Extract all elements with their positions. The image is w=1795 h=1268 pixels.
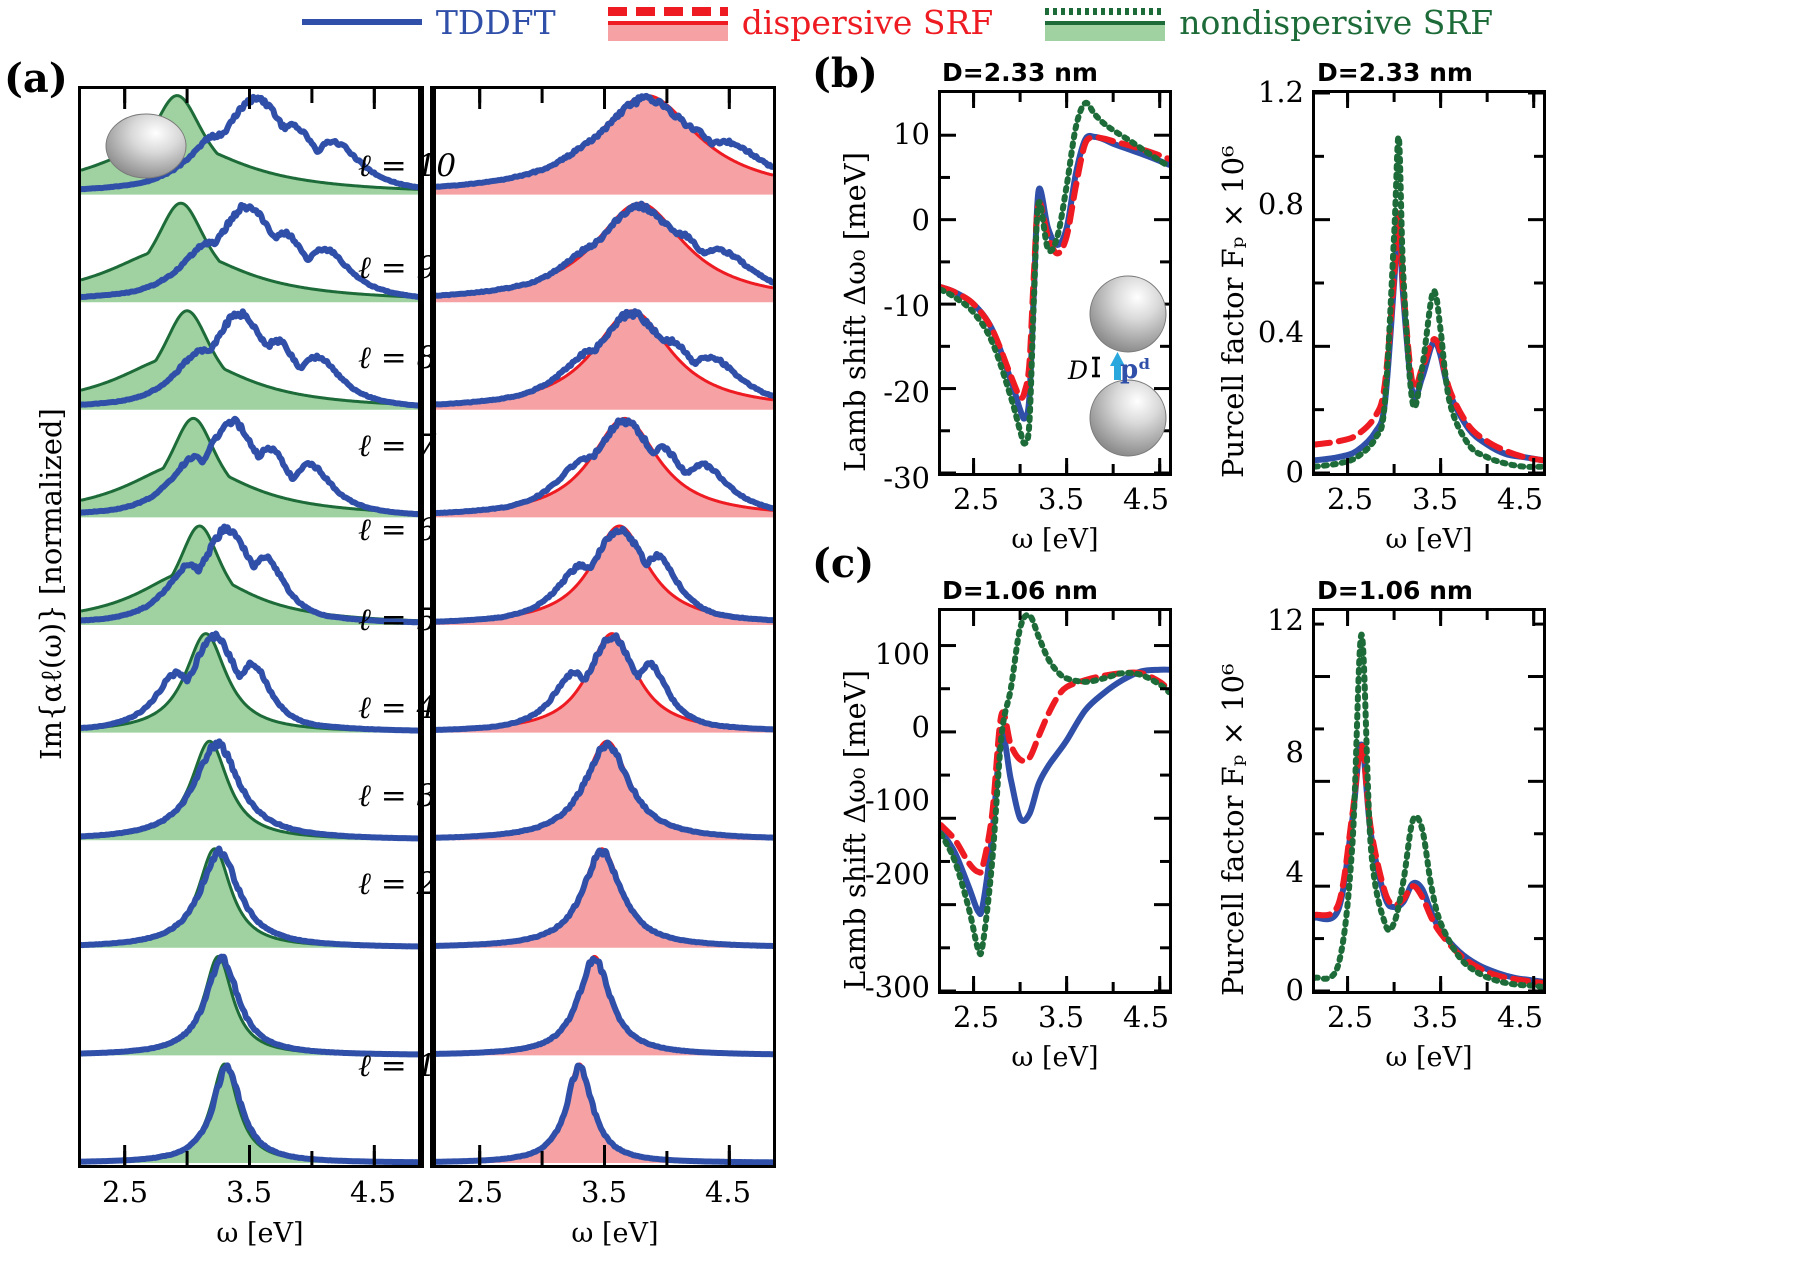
- panel-c-right-xlabel: ω [eV]: [1385, 1042, 1473, 1073]
- legend-swatch-nondispersive-icon: [1045, 3, 1166, 41]
- panel-b-left-title: D=2.33 nm: [942, 58, 1098, 87]
- ell-label-4: ℓ = 4: [358, 690, 437, 726]
- panel-b-letter: (b): [812, 50, 878, 97]
- panel-a-left-xtick-2: 4.5: [349, 1175, 397, 1209]
- panel-b-left-xtick-1: 3.5: [1037, 482, 1085, 516]
- legend-item-tddft: TDDFT: [301, 2, 556, 42]
- panel-a-letter: (a): [4, 55, 68, 102]
- panel-c-left-curves: [941, 611, 1169, 991]
- panel-b-left-curves: [941, 93, 1169, 473]
- panel-c-left-axes: [938, 608, 1172, 994]
- panel-c-right-ytick-3: 0: [1285, 973, 1304, 1007]
- panel-b-right-ytick-0: 1.2: [1257, 75, 1304, 109]
- panel-a-ylabel: Im{αℓ(ω)} [normalized]: [34, 408, 68, 760]
- legend: TDDFT dispersive SRF nondispersive SRF: [0, 0, 1795, 44]
- panel-b-left-ytick-1: 0: [911, 203, 930, 237]
- legend-item-nondispersive-srf: nondispersive SRF: [1045, 3, 1493, 41]
- panel-b-right-ytick-3: 0: [1285, 455, 1304, 489]
- panel-c-right-ytick-1: 8: [1285, 735, 1304, 769]
- panel-b-left-ytick-4: -30: [883, 461, 930, 495]
- ell-label-2: ℓ = 2: [358, 866, 437, 902]
- panel-c-right-title: D=1.06 nm: [1317, 576, 1473, 605]
- panel-c-right-curves: [1315, 611, 1543, 991]
- panel-b-right-axes: [1312, 90, 1546, 476]
- legend-label-dispersive-srf: dispersive SRF: [741, 2, 994, 42]
- panel-c-left-title: D=1.06 nm: [942, 576, 1098, 605]
- panel-c-right-xtick-1: 3.5: [1411, 1000, 1459, 1034]
- panel-b-right-xlabel: ω [eV]: [1385, 524, 1473, 555]
- ell-label-7: ℓ = 7: [358, 428, 437, 464]
- legend-swatch-dispersive-icon: [607, 3, 728, 41]
- panel-c-letter: (c): [812, 540, 875, 587]
- panel-b-right-xtick-1: 3.5: [1411, 482, 1459, 516]
- panel-c-left-ytick-0: 100: [874, 637, 930, 671]
- panel-c-left-ytick-1: 0: [911, 710, 930, 744]
- two-spheres-dipole-icon: [1089, 275, 1167, 457]
- panel-c-left-xlabel: ω [eV]: [1011, 1042, 1099, 1073]
- panel-a-right-xlabel: ω [eV]: [571, 1218, 659, 1249]
- panel-a-right-xtick-0: 2.5: [456, 1175, 504, 1209]
- ell-label-10: ℓ = 10: [358, 148, 457, 184]
- panel-a-left-xtick-1: 3.5: [225, 1175, 273, 1209]
- panel-b-left-ytick-2: -10: [883, 289, 930, 323]
- panel-b-left-xtick-0: 2.5: [952, 482, 1000, 516]
- panel-c-right-ylabel: Purcell factor Fₚ × 10⁶: [1216, 663, 1250, 996]
- legend-item-dispersive-srf: dispersive SRF: [607, 2, 994, 42]
- single-sphere-icon: [105, 113, 187, 179]
- inset-dipole-label: pᵈ: [1120, 355, 1152, 385]
- ell-label-5: ℓ = 5: [358, 602, 437, 638]
- panel-a-left-xlabel: ω [eV]: [216, 1218, 304, 1249]
- panel-a-right-xtick-1: 3.5: [580, 1175, 628, 1209]
- panel-b-right-ytick-2: 0.4: [1257, 315, 1304, 349]
- panel-c-left-xtick-0: 2.5: [952, 1000, 1000, 1034]
- panel-b-right-xtick-2: 4.5: [1496, 482, 1544, 516]
- legend-label-nondispersive-srf: nondispersive SRF: [1179, 2, 1494, 42]
- panel-c-right-xtick-2: 4.5: [1496, 1000, 1544, 1034]
- panel-c-left-ytick-4: -300: [864, 970, 930, 1004]
- ell-label-9: ℓ = 9: [358, 250, 437, 286]
- axis-break-marks-icon: [420, 86, 434, 1168]
- panel-b-left-ytick-0: 10: [893, 117, 930, 151]
- panel-c-left-ytick-3: -200: [864, 857, 930, 891]
- panel-b-left-xtick-2: 4.5: [1122, 482, 1170, 516]
- panel-c-left-ytick-2: -100: [864, 783, 930, 817]
- panel-b-left-xlabel: ω [eV]: [1011, 524, 1099, 555]
- panel-b-right-curves: [1315, 93, 1543, 473]
- panel-b-right-title: D=2.33 nm: [1317, 58, 1473, 87]
- panel-b-right-xtick-0: 2.5: [1326, 482, 1374, 516]
- panel-a-left-xtick-0: 2.5: [101, 1175, 149, 1209]
- panel-a-right-xtick-2: 4.5: [704, 1175, 752, 1209]
- panel-b-left-ytick-3: -20: [883, 375, 930, 409]
- panel-c-right-ytick-2: 4: [1285, 855, 1304, 889]
- panel-a-right-curves: [436, 89, 773, 1165]
- panel-b-right-ytick-1: 0.8: [1257, 187, 1304, 221]
- legend-swatch-tddft-icon: [301, 3, 422, 41]
- panel-c-right-xtick-0: 2.5: [1326, 1000, 1374, 1034]
- panel-c-right-ytick-0: 12: [1267, 603, 1304, 637]
- ell-label-1: ℓ = 1: [358, 1048, 437, 1084]
- panel-c-left-xtick-1: 3.5: [1037, 1000, 1085, 1034]
- legend-label-tddft: TDDFT: [435, 2, 556, 42]
- ell-label-3: ℓ = 3: [358, 778, 437, 814]
- panel-c-left-xtick-2: 4.5: [1122, 1000, 1170, 1034]
- ell-label-6: ℓ = 6: [358, 512, 437, 548]
- ell-label-8: ℓ = 8: [358, 340, 437, 376]
- inset-distance-label: D: [1068, 356, 1089, 385]
